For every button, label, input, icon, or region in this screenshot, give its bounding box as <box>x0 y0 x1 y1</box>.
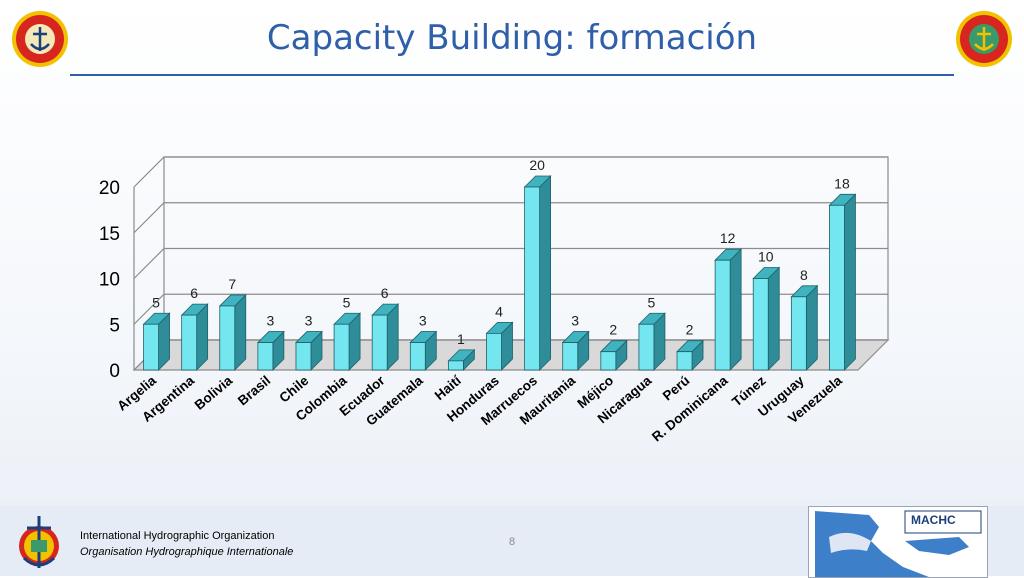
bar-side <box>729 248 742 371</box>
gridline <box>133 293 888 325</box>
data-label: 10 <box>758 249 774 265</box>
y-tick-label: 5 <box>109 315 120 336</box>
data-label: 3 <box>266 313 274 329</box>
data-label: 4 <box>495 303 503 319</box>
bar <box>333 323 350 371</box>
y-tick-label: 20 <box>99 178 120 199</box>
data-label: 5 <box>648 294 656 310</box>
x-tick-label: Bolivia <box>192 372 236 412</box>
bar <box>714 259 731 371</box>
gridline <box>133 202 888 234</box>
bar-side <box>767 266 780 371</box>
gridline <box>133 156 888 188</box>
data-label: 20 <box>529 157 545 173</box>
data-label: 2 <box>686 322 694 338</box>
data-label: 6 <box>190 285 198 301</box>
bar <box>447 360 464 371</box>
capacity-building-bar-chart: 051015205Argelia6Argentina7Bolivia3Brasi… <box>99 156 890 445</box>
slide-title: Capacity Building: formación <box>266 18 758 58</box>
iho-logo-icon <box>19 516 59 568</box>
data-label: 6 <box>381 285 389 301</box>
bar <box>257 342 274 371</box>
bar <box>790 296 807 371</box>
bar <box>562 342 579 371</box>
x-tick-label: Haití <box>432 372 465 403</box>
y-tick-label: 15 <box>99 224 120 245</box>
title-underline <box>70 74 954 76</box>
machc-logo: MACHC <box>808 506 988 578</box>
bar <box>638 323 655 371</box>
bar <box>829 204 845 371</box>
organization-name-french: Organisation Hydrographique Internationa… <box>80 546 294 558</box>
bar <box>600 351 617 371</box>
data-label: 3 <box>305 313 313 329</box>
bar <box>143 323 159 371</box>
page-number: 8 <box>508 536 516 548</box>
machc-label: MACHC <box>911 513 956 527</box>
data-label: 3 <box>571 313 579 329</box>
bar <box>676 351 693 371</box>
gridline <box>133 247 888 279</box>
x-tick-label: Brasil <box>235 373 273 409</box>
data-label: 1 <box>457 331 465 347</box>
bar-side <box>844 193 856 371</box>
naval-school-seal-icon <box>956 11 1012 67</box>
bar-side <box>805 284 818 371</box>
data-label: 8 <box>800 267 808 283</box>
bar <box>181 314 198 371</box>
y-tick-label: 10 <box>99 270 120 291</box>
bar <box>486 332 502 371</box>
organization-name-english: International Hydrographic Organization <box>80 530 275 542</box>
machc-map-icon: MACHC <box>809 507 987 577</box>
bar-side <box>234 293 247 371</box>
bar <box>295 342 312 371</box>
data-label: 7 <box>228 276 236 292</box>
bar <box>524 186 541 371</box>
x-tick-label: Perú <box>660 373 693 404</box>
bar-side <box>539 175 552 371</box>
data-label: 3 <box>419 313 427 329</box>
bar <box>219 305 236 371</box>
data-label: 12 <box>720 230 736 246</box>
data-label: 18 <box>834 175 850 191</box>
y-tick-label: 0 <box>109 361 120 382</box>
bar <box>409 342 426 371</box>
data-label: 2 <box>609 322 617 338</box>
bar <box>371 314 388 371</box>
bar <box>752 278 769 371</box>
hydrographic-institute-seal-icon <box>12 11 68 67</box>
data-label: 5 <box>343 294 351 310</box>
data-label: 5 <box>152 294 160 310</box>
